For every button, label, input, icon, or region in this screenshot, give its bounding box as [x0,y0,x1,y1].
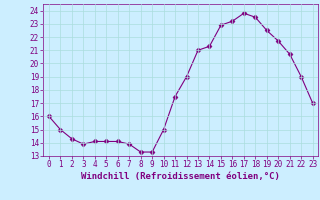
X-axis label: Windchill (Refroidissement éolien,°C): Windchill (Refroidissement éolien,°C) [81,172,280,181]
